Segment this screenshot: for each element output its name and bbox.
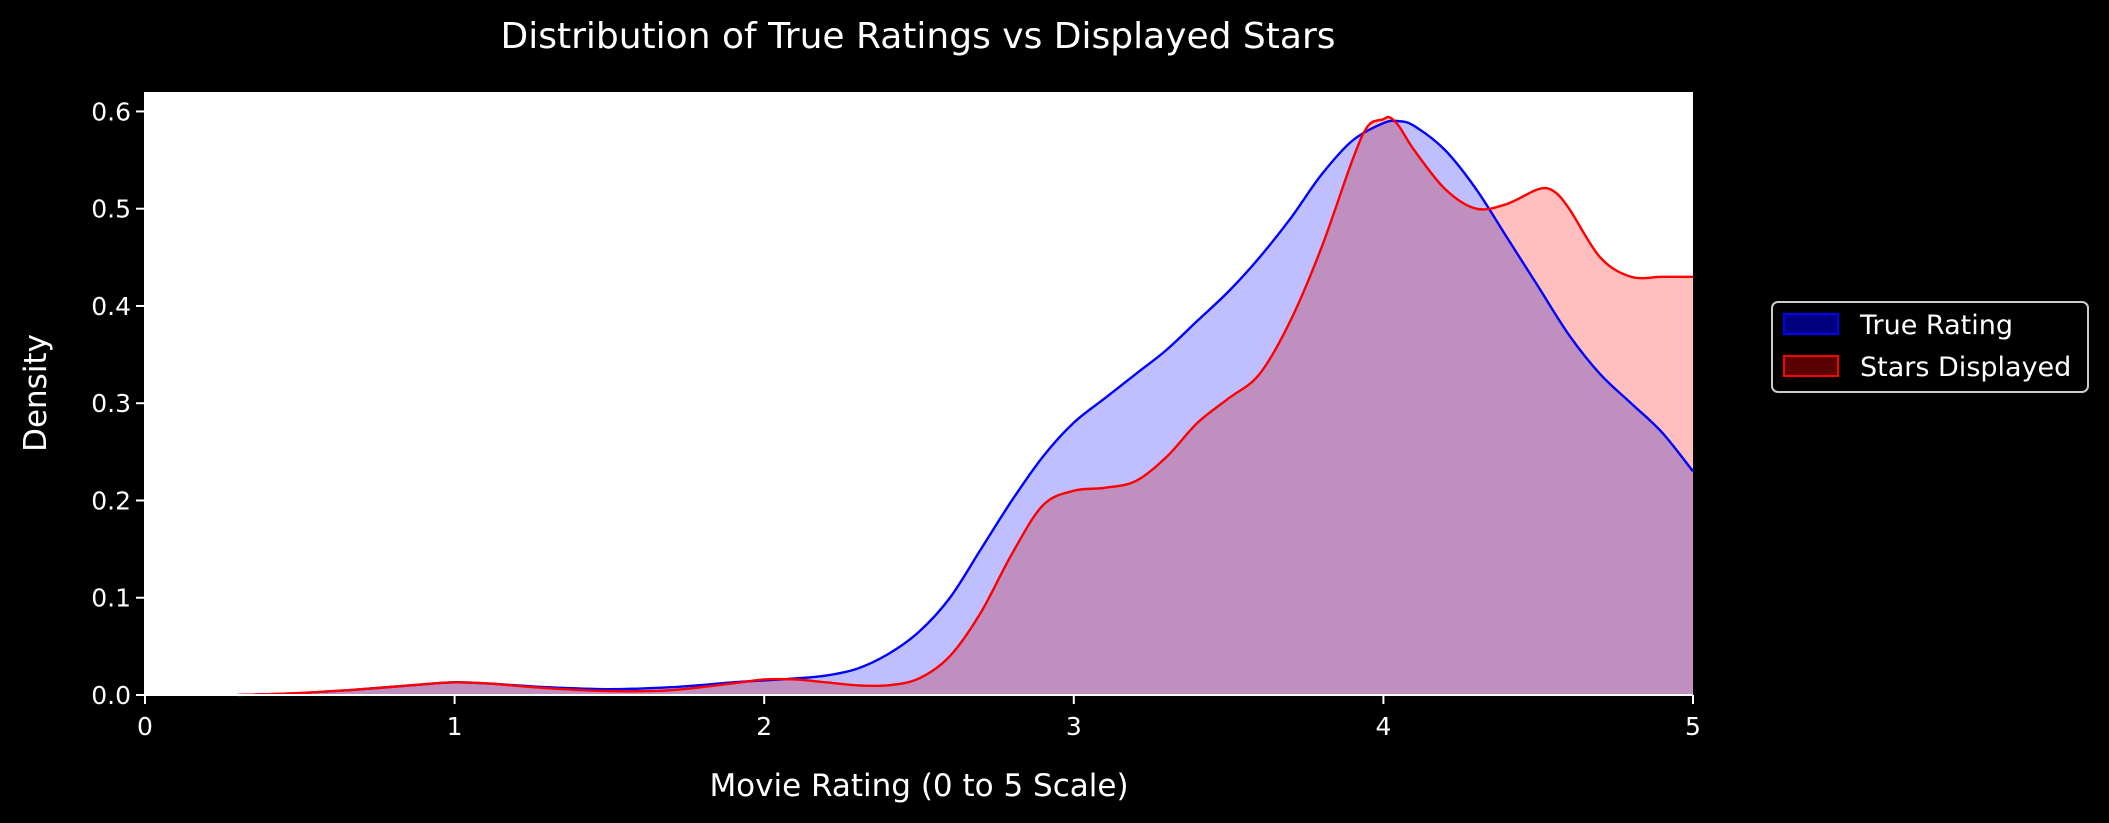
area-stars-displayed: [237, 116, 1693, 696]
line-stars-displayed: [237, 115, 1693, 697]
y-tick-label: 0.4: [91, 292, 131, 321]
legend-swatch-stars-displayed: [1783, 355, 1839, 377]
line-true-rating: [237, 119, 1694, 697]
y-tick-label: 0.2: [91, 486, 131, 515]
legend-label-stars-displayed: Stars Displayed: [1860, 352, 2071, 383]
y-tick-label: 0.1: [91, 584, 131, 613]
y-tick-label: 0.6: [91, 97, 131, 126]
y-tick-label: 0.0: [91, 681, 131, 710]
x-tick-label: 2: [756, 712, 772, 741]
x-tick-label: 5: [1685, 712, 1701, 741]
y-axis-label: Density: [18, 334, 54, 452]
plot-layer: [237, 115, 1694, 697]
legend-label-true-rating: True Rating: [1859, 310, 2013, 341]
legend-box: [1771, 301, 2089, 393]
x-tick-label: 1: [447, 712, 463, 741]
x-tick-label: 0: [137, 712, 153, 741]
chart-title: Distribution of True Ratings vs Displaye…: [500, 16, 1335, 57]
x-tick-label: 3: [1066, 712, 1082, 741]
x-tick-label: 4: [1375, 712, 1391, 741]
legend: True Rating Stars Displayed: [1771, 301, 2089, 393]
y-tick-label: 0.5: [91, 195, 131, 224]
legend-swatch-true-rating: [1783, 313, 1839, 335]
x-ticks: 0 1 2 3 4 5: [137, 695, 1701, 741]
y-ticks: 0.0 0.1 0.2 0.3 0.4 0.5 0.6: [91, 97, 145, 710]
y-tick-label: 0.3: [91, 389, 131, 418]
x-axis-label: Movie Rating (0 to 5 Scale): [709, 768, 1128, 804]
